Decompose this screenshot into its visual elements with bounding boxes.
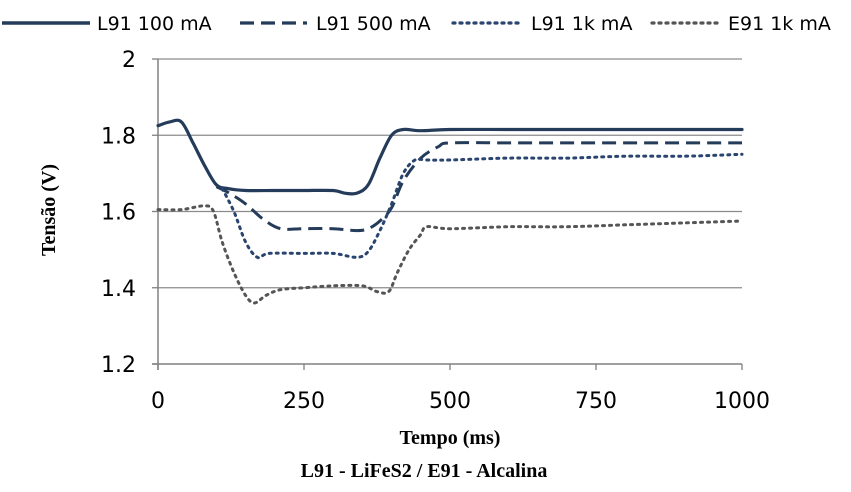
legend: L91 100 mA L91 500 mA L91 1k mA E91 1k mA — [2, 13, 831, 35]
x-tick-label: 500 — [429, 389, 471, 414]
legend-label-1: L91 100 mA — [97, 13, 212, 35]
y-tick-label: 1.6 — [101, 201, 136, 226]
series-lines — [156, 118, 744, 305]
series-line-4 — [156, 204, 744, 305]
legend-label-2: L91 500 mA — [316, 13, 431, 35]
legend-label-3: L91 1k mA — [531, 13, 632, 35]
y-tick-label: 1.4 — [101, 277, 136, 302]
y-axis-title: Tensão (V) — [38, 164, 60, 256]
x-tick-label: 250 — [283, 389, 325, 414]
y-tick-label: 1.2 — [101, 353, 136, 378]
x-tick-label: 750 — [575, 389, 617, 414]
series-line-3 — [220, 152, 744, 260]
x-axis-title: Tempo (ms) — [400, 427, 501, 449]
y-tick-labels: 1.2 1.4 1.6 1.8 2 — [101, 48, 136, 378]
y-tick-label: 2 — [122, 48, 136, 73]
chart-subtitle: L91 - LiFeS2 / E91 - Alcalina — [301, 460, 548, 482]
x-tick-label: 1000 — [714, 389, 770, 414]
x-tick-label: 0 — [151, 389, 165, 414]
series-line-1 — [156, 118, 744, 196]
series-line-2 — [215, 141, 742, 233]
legend-label-4: E91 1k mA — [728, 13, 831, 35]
y-tick-label: 1.8 — [101, 124, 136, 149]
x-tick-labels: 0 250 500 750 1000 — [151, 389, 770, 414]
gridlines — [152, 58, 743, 370]
